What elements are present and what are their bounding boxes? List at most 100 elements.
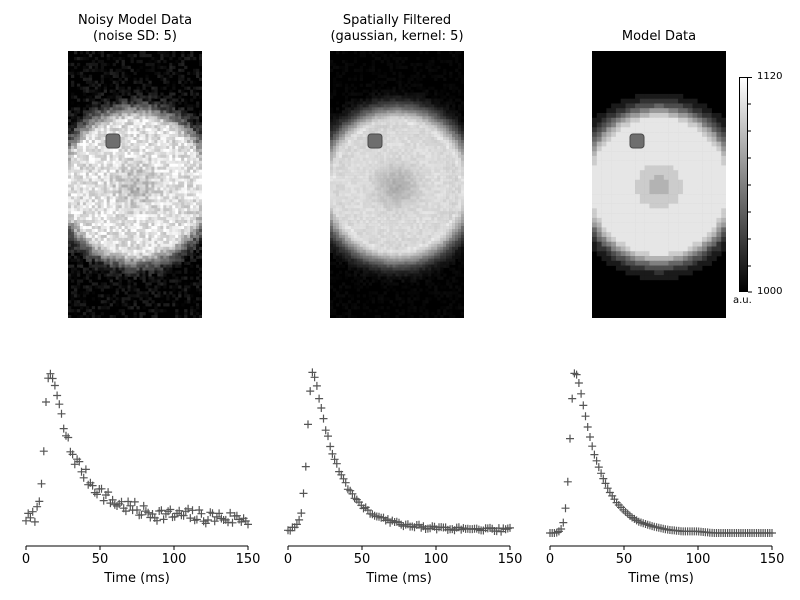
x-tick-label: 50 (354, 552, 371, 567)
data-point (64, 433, 73, 442)
data-point (574, 379, 583, 387)
data-point (315, 394, 324, 403)
title-line-1: Model Data (621, 29, 697, 44)
x-axis-label: Time (ms) (103, 571, 170, 586)
data-point (26, 513, 35, 522)
data-point (93, 490, 101, 499)
data-point (317, 404, 326, 412)
data-point (124, 497, 133, 506)
data-point (579, 401, 588, 410)
data-point (184, 504, 193, 513)
image-noisy (68, 51, 202, 318)
data-point (79, 473, 88, 482)
x-tick-label: 150 (498, 552, 523, 567)
data-point (341, 478, 350, 487)
x-axis-label: Time (ms) (627, 571, 694, 586)
data-point (130, 497, 139, 506)
data-point (592, 456, 601, 465)
data-point (332, 459, 341, 468)
data-point (310, 373, 319, 382)
data-point (166, 505, 175, 514)
title-line-1: Spatially Filtered (342, 13, 452, 28)
data-point (77, 467, 86, 476)
data-point (53, 391, 62, 400)
x-tick-label: 0 (546, 552, 554, 567)
colorbar (739, 77, 748, 292)
data-point (28, 507, 37, 516)
data-point (557, 525, 566, 533)
panel-title-noisy: Noisy Model Data (noise SD: 5) (35, 13, 235, 45)
data-point (22, 516, 30, 525)
x-tick-label: 50 (92, 552, 109, 567)
data-point (577, 389, 586, 398)
data-point (121, 507, 130, 516)
data-point (601, 479, 610, 488)
data-point (35, 497, 44, 506)
data-point (588, 442, 597, 451)
data-point (295, 515, 304, 524)
data-point (299, 489, 308, 498)
data-point (30, 517, 39, 526)
data-point (55, 400, 64, 409)
data-point (159, 515, 168, 524)
colorbar-max-label: 1120 (757, 71, 783, 82)
data-point (192, 515, 201, 524)
data-point (301, 462, 310, 471)
x-tick-label: 150 (236, 552, 261, 567)
data-point (292, 520, 301, 529)
pixel-grid (592, 93, 726, 281)
x-tick-label: 50 (616, 552, 633, 567)
title-line-1: Noisy Model Data (77, 13, 193, 28)
trace-plot-filtered: 0 50 100 150 Time (ms) (284, 368, 523, 586)
data-point (337, 470, 346, 479)
roi-marker (367, 133, 383, 149)
data-point (97, 484, 106, 493)
data-point (48, 374, 57, 383)
data-point (328, 449, 337, 458)
image-filtered-canvas (330, 51, 464, 318)
data-point (133, 506, 141, 514)
data-point (70, 460, 79, 469)
pixel-grid (330, 51, 464, 318)
data-point (75, 457, 84, 466)
data-point (108, 495, 117, 504)
data-point (568, 394, 577, 403)
data-point (226, 508, 235, 517)
data-point (88, 481, 97, 490)
data-point (62, 431, 70, 440)
colorbar-min-label: 1000 (757, 286, 783, 297)
data-point (244, 520, 252, 529)
data-point (37, 479, 46, 488)
data-point (597, 469, 606, 478)
panel-title-model: Model Data (559, 29, 759, 45)
x-tick-label: 100 (162, 552, 187, 567)
data-point (188, 506, 197, 515)
x-tick-label: 100 (424, 552, 449, 567)
roi-marker (105, 133, 121, 149)
data-point (157, 506, 166, 515)
data-point (603, 484, 612, 493)
data-point (68, 450, 77, 459)
pixel-grid (68, 51, 202, 318)
data-point (566, 434, 574, 443)
data-point (42, 398, 50, 406)
data-point (319, 414, 328, 423)
data-point (137, 510, 146, 519)
data-point (126, 501, 135, 510)
data-point (90, 488, 99, 497)
colorbar-ticks (748, 77, 752, 293)
x-tick-label: 150 (760, 552, 785, 567)
data-point (59, 424, 68, 433)
data-point (348, 489, 357, 498)
data-point (326, 442, 335, 451)
x-tick-label: 0 (22, 552, 30, 567)
image-model (592, 51, 726, 318)
data-point (321, 426, 330, 435)
data-point (179, 511, 188, 520)
data-point (139, 501, 148, 510)
data-point (330, 455, 339, 464)
data-point (572, 370, 581, 379)
image-model-canvas (592, 93, 726, 281)
data-point (297, 509, 306, 518)
data-point (197, 509, 206, 518)
